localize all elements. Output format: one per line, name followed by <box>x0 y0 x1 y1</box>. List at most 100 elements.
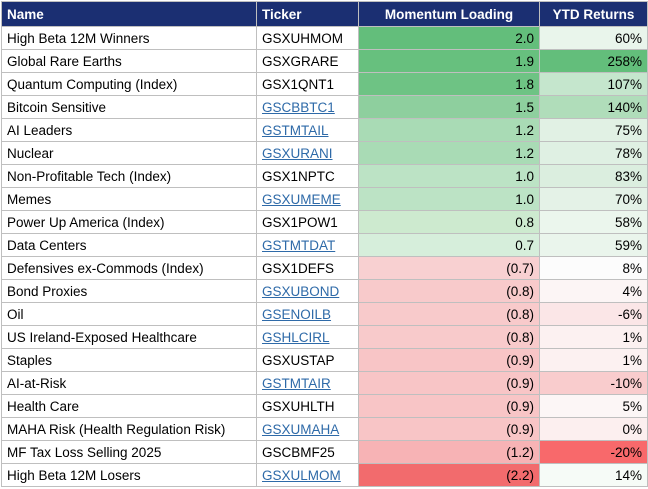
ytd-cell: 58% <box>539 210 648 234</box>
table-row: AI Leaders GSTMTAIL 1.2 75% <box>1 118 648 142</box>
ticker-link[interactable]: GSENOILB <box>262 306 332 322</box>
name-cell: AI Leaders <box>1 118 257 142</box>
name-cell: Staples <box>1 348 257 372</box>
name-cell: AI-at-Risk <box>1 371 257 395</box>
ticker-cell: GSCBBTC1 <box>256 95 359 119</box>
name-cell: Health Care <box>1 394 257 418</box>
ticker-link[interactable]: GSXUMAHA <box>262 421 340 437</box>
momentum-cell: (0.9) <box>358 371 540 395</box>
name-cell: Memes <box>1 187 257 211</box>
momentum-cell: 1.0 <box>358 187 540 211</box>
table-row: Health Care GSXUHLTH (0.9) 5% <box>1 394 648 418</box>
ticker-cell: GSHLCIRL <box>256 325 359 349</box>
ticker-cell: GSXULMOM <box>256 463 359 487</box>
ticker-link[interactable]: GSCBBTC1 <box>262 99 335 115</box>
momentum-cell: (0.8) <box>358 325 540 349</box>
name-cell: Bitcoin Sensitive <box>1 95 257 119</box>
ticker-cell: GSXUMEME <box>256 187 359 211</box>
ticker-cell: GSX1DEFS <box>256 256 359 280</box>
ticker-cell: GSTMTAIL <box>256 118 359 142</box>
momentum-cell: (0.9) <box>358 394 540 418</box>
table-row: Defensives ex-Commods (Index) GSX1DEFS (0.… <box>1 256 648 280</box>
name-cell: MAHA Risk (Health Regulation Risk) <box>1 417 257 441</box>
table-row: High Beta 12M Winners GSXUHMOM 2.0 60% <box>1 26 648 50</box>
ticker-link[interactable]: GSHLCIRL <box>262 329 330 345</box>
header-cell: Ticker <box>256 1 359 27</box>
momentum-cell: 0.8 <box>358 210 540 234</box>
table-row: Oil GSENOILB (0.8) -6% <box>1 302 648 326</box>
ytd-cell: 70% <box>539 187 648 211</box>
momentum-cell: (0.9) <box>358 348 540 372</box>
table-body: High Beta 12M Winners GSXUHMOM 2.0 60% Globa… <box>1 26 648 487</box>
ytd-cell: 14% <box>539 463 648 487</box>
header-row: Name Ticker Momentum Loading YTD Returns <box>1 1 648 27</box>
momentum-cell: 2.0 <box>358 26 540 50</box>
ytd-cell: 258% <box>539 49 648 73</box>
ticker-cell: GSXUBOND <box>256 279 359 303</box>
ytd-cell: 107% <box>539 72 648 96</box>
momentum-cell: (0.8) <box>358 302 540 326</box>
table-row: Global Rare Earths GSXGRARE 1.9 258% <box>1 49 648 73</box>
ytd-cell: 1% <box>539 348 648 372</box>
ytd-cell: 0% <box>539 417 648 441</box>
ticker-link[interactable]: GSXURANI <box>262 145 333 161</box>
ytd-cell: 75% <box>539 118 648 142</box>
ticker-cell: GSTMTAIR <box>256 371 359 395</box>
ytd-cell: 1% <box>539 325 648 349</box>
ytd-cell: 83% <box>539 164 648 188</box>
ticker-cell: GSXUHLTH <box>256 394 359 418</box>
momentum-cell: 1.5 <box>358 95 540 119</box>
momentum-cell: (1.2) <box>358 440 540 464</box>
name-cell: MF Tax Loss Selling 2025 <box>1 440 257 464</box>
header-cell: Momentum Loading <box>358 1 540 27</box>
name-cell: Defensives ex-Commods (Index) <box>1 256 257 280</box>
ticker-cell: GSXURANI <box>256 141 359 165</box>
table-row: Non-Profitable Tech (Index) GSX1NPTC 1.0 83… <box>1 164 648 188</box>
table-row: Bitcoin Sensitive GSCBBTC1 1.5 140% <box>1 95 648 119</box>
name-cell: High Beta 12M Winners <box>1 26 257 50</box>
ytd-cell: 8% <box>539 256 648 280</box>
momentum-cell: (0.7) <box>358 256 540 280</box>
ticker-cell: GSXUMAHA <box>256 417 359 441</box>
ticker-link[interactable]: GSXUBOND <box>262 283 340 299</box>
table-row: Data Centers GSTMTDAT 0.7 59% <box>1 233 648 257</box>
ytd-cell: 59% <box>539 233 648 257</box>
momentum-cell: (0.9) <box>358 417 540 441</box>
table-row: Bond Proxies GSXUBOND (0.8) 4% <box>1 279 648 303</box>
ticker-link[interactable]: GSXUMEME <box>262 191 341 207</box>
header-cell: Name <box>1 1 257 27</box>
momentum-cell: 1.2 <box>358 118 540 142</box>
name-cell: Oil <box>1 302 257 326</box>
momentum-cell: (2.2) <box>358 463 540 487</box>
table-header: Name Ticker Momentum Loading YTD Returns <box>1 1 648 27</box>
ticker-link[interactable]: GSTMTDAT <box>262 237 336 253</box>
ticker-cell: GSXGRARE <box>256 49 359 73</box>
ytd-cell: 5% <box>539 394 648 418</box>
table-row: Power Up America (Index) GSX1POW1 0.8 58% <box>1 210 648 234</box>
header-cell: YTD Returns <box>539 1 648 27</box>
table-row: MAHA Risk (Health Regulation Risk) GSXUMA… <box>1 417 648 441</box>
name-cell: High Beta 12M Losers <box>1 463 257 487</box>
ticker-link[interactable]: GSTMTAIL <box>262 122 329 138</box>
momentum-cell: 1.8 <box>358 72 540 96</box>
ticker-cell: GSXUHMOM <box>256 26 359 50</box>
ticker-link[interactable]: GSXULMOM <box>262 467 341 483</box>
table-row: US Ireland-Exposed Healthcare GSHLCIRL (0.… <box>1 325 648 349</box>
ytd-cell: -20% <box>539 440 648 464</box>
momentum-cell: 1.2 <box>358 141 540 165</box>
momentum-cell: (0.8) <box>358 279 540 303</box>
table-row: AI-at-Risk GSTMTAIR (0.9) -10% <box>1 371 648 395</box>
table-row: Memes GSXUMEME 1.0 70% <box>1 187 648 211</box>
table-row: High Beta 12M Losers GSXULMOM (2.2) 14% <box>1 463 648 487</box>
name-cell: Data Centers <box>1 233 257 257</box>
name-cell: Nuclear <box>1 141 257 165</box>
ticker-link[interactable]: GSTMTAIR <box>262 375 331 391</box>
ticker-cell: GSX1QNT1 <box>256 72 359 96</box>
ticker-cell: GSX1NPTC <box>256 164 359 188</box>
name-cell: Quantum Computing (Index) <box>1 72 257 96</box>
momentum-cell: 1.0 <box>358 164 540 188</box>
ytd-cell: 140% <box>539 95 648 119</box>
name-cell: Global Rare Earths <box>1 49 257 73</box>
